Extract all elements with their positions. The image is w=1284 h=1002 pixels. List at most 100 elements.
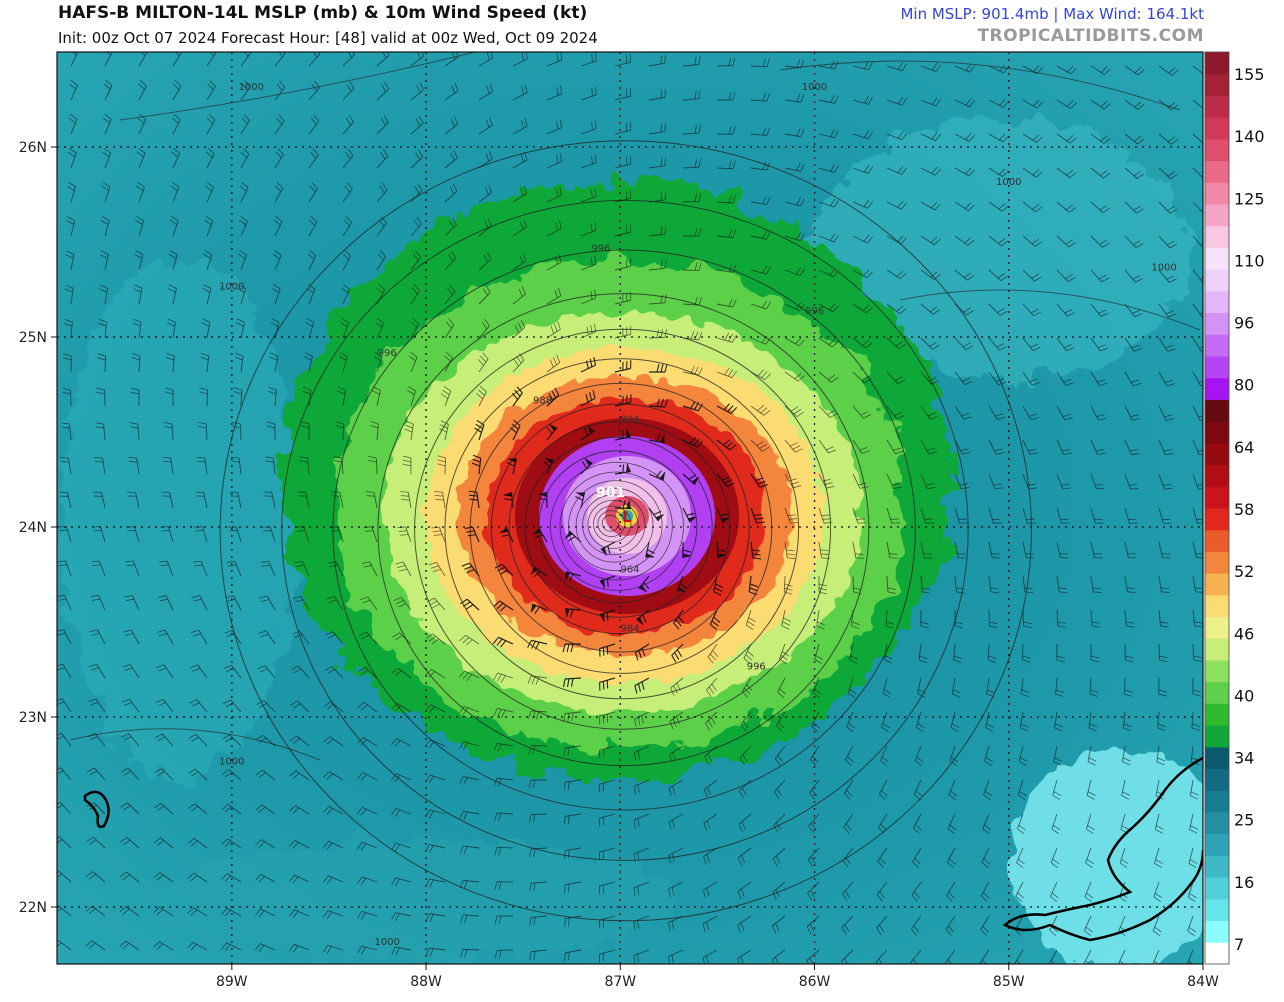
wind-barb [155, 698, 174, 713]
wind-barb [988, 303, 1008, 316]
colorbar-swatch [1205, 768, 1229, 791]
wind-barb [784, 197, 805, 207]
wind-barb [129, 422, 140, 441]
wind-barb [161, 491, 174, 509]
wind-barb [702, 915, 718, 932]
wind-barb [750, 541, 762, 560]
wind-barb [879, 745, 889, 767]
wind-barb [682, 193, 702, 203]
wind-barb [1124, 201, 1144, 214]
wind-barb [468, 490, 480, 509]
wind-barb [682, 159, 701, 169]
wind-barb [59, 491, 72, 509]
wind-barb [444, 318, 455, 339]
wind-barb [852, 269, 873, 279]
wind-barb [289, 874, 310, 884]
wind-barb [85, 905, 106, 917]
wind-barb [775, 711, 786, 732]
wind-barb [920, 166, 941, 176]
wind-barb [166, 353, 175, 373]
wind-barb [676, 575, 688, 593]
wind-barb [165, 387, 174, 407]
colorbar-swatch [1205, 182, 1229, 205]
wind-barb [292, 595, 310, 611]
wind-barb [390, 773, 412, 782]
wind-barb [1124, 507, 1138, 524]
wind-barb [1053, 745, 1063, 766]
wind-barb [393, 596, 412, 611]
wind-barb [102, 113, 112, 135]
wind-barb [221, 873, 242, 883]
wind-barb [852, 234, 873, 244]
wind-barb [239, 215, 248, 237]
wind-barb [1017, 779, 1027, 800]
wind-barb [1056, 337, 1075, 352]
wind-barb [920, 132, 942, 141]
wind-barb [564, 571, 582, 582]
wind-barb [529, 915, 548, 926]
wind-barb [614, 121, 631, 135]
wind-barb [121, 698, 140, 713]
wind-barb [464, 526, 480, 543]
wind-barb [101, 182, 111, 203]
wind-barb [342, 81, 355, 101]
wind-barb [158, 560, 174, 577]
lon-tick-label: 89W [216, 974, 248, 990]
wind-barb [671, 643, 684, 663]
wind-barb [809, 779, 820, 800]
wind-barb [163, 422, 174, 441]
wind-barb [580, 154, 597, 169]
colorbar-swatch [1205, 117, 1229, 140]
wind-barb [1056, 507, 1070, 524]
wind-barb [946, 881, 956, 902]
wind-barb [478, 318, 490, 339]
wind-barb [326, 596, 344, 611]
wind-barb [494, 881, 514, 890]
wind-barb [425, 947, 446, 957]
wind-barb [512, 286, 526, 305]
wind-barb [512, 319, 526, 339]
colorbar-swatch [1205, 681, 1229, 704]
wind-barb [563, 779, 582, 791]
wind-barb [1124, 167, 1145, 179]
wind-barb [376, 182, 388, 203]
wind-barb [633, 881, 650, 896]
wind-barb [882, 677, 892, 698]
wind-barb [784, 439, 803, 453]
wind-barb [886, 473, 902, 489]
wind-barb [954, 337, 974, 351]
wind-barb [187, 941, 208, 951]
wind-barb [308, 114, 320, 135]
wind-barb [1187, 881, 1197, 902]
wind-barb [1019, 711, 1029, 732]
wind-barb [774, 745, 786, 766]
wind-barb [842, 881, 854, 901]
wind-barb [1083, 915, 1093, 937]
wind-barb [1051, 813, 1061, 834]
wind-barb [750, 92, 770, 102]
wind-barb [636, 609, 650, 626]
wind-barb [784, 128, 805, 138]
wind-barb [170, 181, 180, 203]
wind-barb [1022, 235, 1043, 247]
wind-barb [1192, 65, 1203, 75]
wind-barb [946, 847, 956, 868]
wind-barb [580, 390, 596, 407]
wind-barb [60, 457, 72, 475]
wind-barb [121, 733, 140, 747]
wind-barb [528, 813, 548, 823]
wind-barb [818, 303, 839, 313]
wind-barb [308, 182, 318, 203]
wind-barb [408, 351, 418, 373]
wind-barb [852, 303, 873, 314]
wind-barb [1121, 779, 1131, 800]
wind-barb [425, 704, 446, 714]
wind-barb [162, 456, 174, 475]
wind-barb [338, 352, 348, 373]
wind-barb [739, 745, 752, 765]
wind-barb [493, 707, 514, 718]
wind-barb [1192, 677, 1201, 697]
wind-barb [290, 665, 310, 679]
wind-barb [648, 329, 668, 339]
wind-barb [1122, 711, 1132, 732]
